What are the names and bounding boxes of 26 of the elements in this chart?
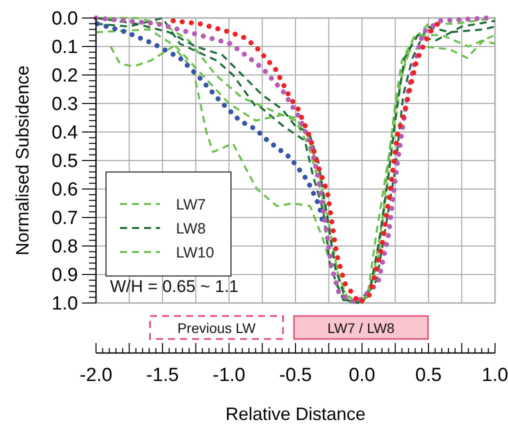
x-tick-label: -2.0 bbox=[80, 365, 112, 386]
text: Previous LW bbox=[177, 320, 256, 336]
y-tick-label: 0.1 bbox=[52, 37, 78, 58]
y-tick-label: 0.0 bbox=[52, 8, 78, 30]
x-tick-label: 1.0 bbox=[482, 365, 508, 386]
y-tick-label: 0.2 bbox=[52, 66, 78, 87]
text: LW7 / LW8 bbox=[327, 320, 395, 336]
legend-label: LW10 bbox=[176, 244, 214, 262]
x-tick-label: 0.0 bbox=[348, 365, 376, 386]
y-tick-label: 0.4 bbox=[52, 122, 78, 144]
y-tick-label: 0.3 bbox=[52, 94, 78, 116]
annotation: W/H = 0.65 ~ 1.1 bbox=[110, 277, 239, 296]
y-tick-label: 0.6 bbox=[52, 180, 78, 201]
y-axis-title: Normalised Subsidence bbox=[12, 65, 32, 256]
y-tick-label: 0.7 bbox=[52, 208, 78, 230]
x-tick-label: -1.5 bbox=[146, 365, 179, 386]
y-tick-label: 0.8 bbox=[52, 236, 78, 258]
y-tick-label: 0.9 bbox=[52, 265, 78, 286]
y-tick-label: 1.0 bbox=[52, 294, 78, 315]
x-tick-label: -0.5 bbox=[279, 365, 312, 386]
legend-label: LW8 bbox=[176, 220, 206, 238]
y-tick-label: 0.5 bbox=[52, 151, 78, 172]
legend-label: LW7 bbox=[176, 196, 206, 214]
x-axis-title: Relative Distance bbox=[225, 404, 366, 424]
x-tick-label: 0.5 bbox=[415, 365, 442, 386]
x-tick-label: -1.0 bbox=[212, 365, 246, 386]
